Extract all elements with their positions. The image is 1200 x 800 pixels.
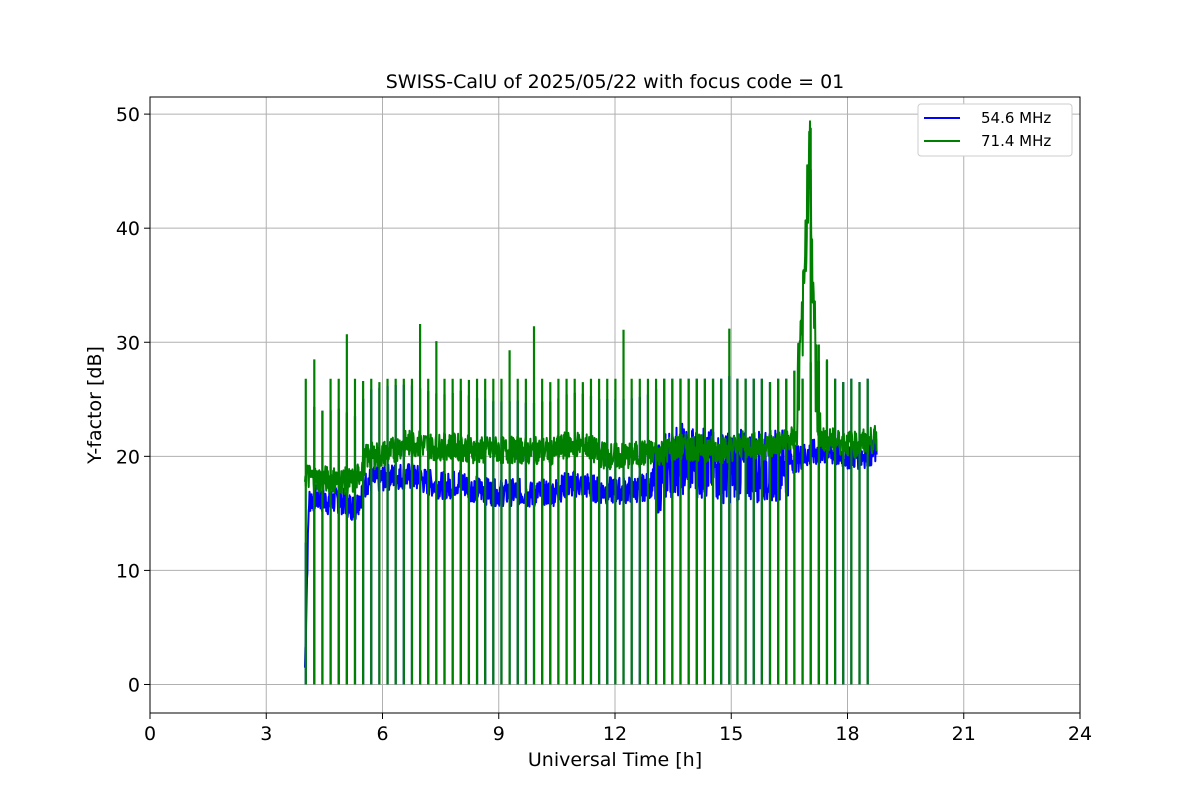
x-tick-label: 18	[835, 723, 859, 745]
x-tick-label: 12	[603, 723, 627, 745]
y-tick-label: 30	[116, 332, 140, 354]
chart-title: SWISS-CalU of 2025/05/22 with focus code…	[386, 71, 845, 93]
legend: 54.6 MHz 71.4 MHz	[917, 103, 1073, 157]
x-tick-label: 0	[144, 723, 156, 745]
axis-ticks: 0 3 6 9 12 15 18 21 24 0 10 20 30 40 50	[116, 104, 1092, 745]
y-tick-label: 0	[128, 674, 140, 696]
y-tick-label: 10	[116, 560, 140, 582]
x-tick-label: 9	[493, 723, 505, 745]
x-axis-label: Universal Time [h]	[528, 749, 702, 771]
x-tick-label: 6	[376, 723, 388, 745]
y-tick-label: 50	[116, 104, 140, 126]
x-tick-label: 15	[719, 723, 743, 745]
x-tick-label: 3	[260, 723, 272, 745]
x-tick-label: 24	[1068, 723, 1092, 745]
plot-area	[304, 120, 878, 685]
series-2-trace	[304, 120, 878, 685]
y-axis-label: Y-factor [dB]	[84, 346, 106, 465]
y-tick-label: 40	[116, 218, 140, 240]
y-tick-label: 20	[116, 446, 140, 468]
legend-label-series-1: 54.6 MHz	[981, 109, 1051, 127]
legend-label-series-2: 71.4 MHz	[981, 132, 1051, 150]
x-tick-label: 21	[952, 723, 976, 745]
